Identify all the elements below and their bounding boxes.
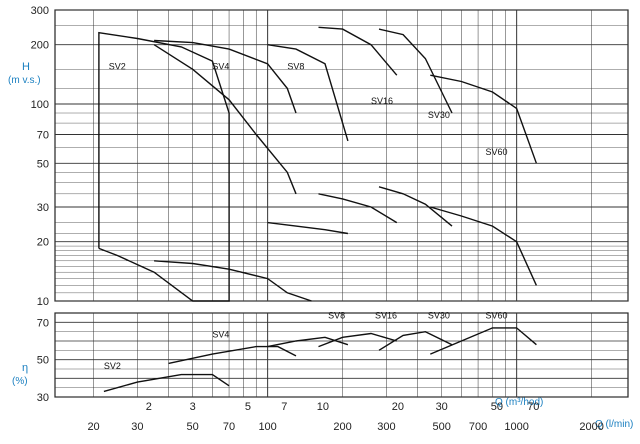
series-label-sv16: SV16 bbox=[371, 96, 393, 106]
top-panel-frame bbox=[54, 9, 629, 302]
eff-series-label-sv2: SV2 bbox=[104, 361, 121, 371]
x-tick-label-lmin: 500 bbox=[433, 421, 451, 433]
series-label-sv60: SV60 bbox=[486, 147, 508, 157]
x-tick-label-m3h: 7 bbox=[281, 401, 287, 413]
y-tick-label: 70 bbox=[37, 317, 49, 329]
curve-sv30 bbox=[378, 28, 453, 114]
eff-curve-sv2 bbox=[103, 373, 230, 393]
x-tick-label-lmin: 1000 bbox=[504, 421, 528, 433]
curve-sv4 bbox=[154, 39, 297, 114]
y-tick-label: 30 bbox=[37, 392, 49, 404]
eff-series-label-sv30: SV30 bbox=[428, 311, 450, 321]
y-tick-label: 300 bbox=[31, 5, 49, 17]
curve-sv8 bbox=[267, 221, 349, 235]
series-labels: SV2 SV4 SV8 SV16 SV30 SV60 SV2 SV4 SV8 SV16 SV30 SV… bbox=[104, 61, 508, 371]
x-tick-label-lmin: 2000 bbox=[579, 421, 603, 433]
y-axis-label-eta: η bbox=[22, 362, 28, 374]
x-tick-label-m3h: 30 bbox=[436, 401, 448, 413]
y-axis-unit-eta: (%) bbox=[12, 376, 28, 387]
eff-series-label-sv60: SV60 bbox=[486, 311, 508, 321]
eff-curve-sv8 bbox=[267, 336, 349, 348]
x-tick-label-m3h: 70 bbox=[527, 401, 539, 413]
x-axis-label-m3h: Q (m³/hod) bbox=[495, 397, 543, 408]
eff-curve-sv60 bbox=[430, 327, 537, 355]
curve-sv4 bbox=[154, 260, 312, 302]
series-label-sv4: SV4 bbox=[212, 61, 229, 71]
curve-sv16 bbox=[318, 26, 398, 76]
y-tick-label: 200 bbox=[31, 40, 49, 52]
eff-curve-sv16 bbox=[318, 332, 397, 348]
x-tick-label-lmin: 50 bbox=[187, 421, 199, 433]
curves bbox=[98, 26, 538, 393]
x-tick-label-lmin: 200 bbox=[333, 421, 351, 433]
x-tick-label-lmin: 20 bbox=[87, 421, 99, 433]
eff-series-label-sv16: SV16 bbox=[375, 311, 397, 321]
x-tick-label-m3h: 2 bbox=[146, 401, 152, 413]
x-tick-label-m3h: 20 bbox=[392, 401, 404, 413]
x-tick-label-lmin: 70 bbox=[223, 421, 235, 433]
y-tick-label: 30 bbox=[37, 202, 49, 214]
eff-series-label-sv4: SV4 bbox=[212, 329, 229, 339]
x-tick-label-m3h: 3 bbox=[190, 401, 196, 413]
x-tick-label-lmin: 700 bbox=[469, 421, 487, 433]
curve-sv60 bbox=[430, 74, 538, 164]
bottom-panel-frame bbox=[54, 312, 629, 398]
y-tick-label: 50 bbox=[37, 355, 49, 367]
curve-sv8 bbox=[267, 44, 349, 142]
curve-sv60 bbox=[430, 206, 538, 286]
y-tick-label: 50 bbox=[37, 158, 49, 170]
x-tick-label-lmin: 100 bbox=[258, 421, 276, 433]
y-tick-label: 70 bbox=[37, 130, 49, 142]
series-label-sv8: SV8 bbox=[287, 61, 304, 71]
curve-sv2 bbox=[98, 31, 230, 302]
eff-curve-sv4 bbox=[168, 345, 297, 365]
curve-sv30 bbox=[378, 186, 453, 227]
x-tick-label-m3h: 5 bbox=[245, 401, 251, 413]
y-tick-label: 20 bbox=[37, 237, 49, 249]
chart-grid bbox=[54, 9, 629, 398]
x-tick-label-lmin: 30 bbox=[131, 421, 143, 433]
y-tick-label: 100 bbox=[31, 99, 49, 111]
x-tick-label-lmin: 300 bbox=[377, 421, 395, 433]
eff-series-label-sv8: SV8 bbox=[328, 311, 345, 321]
x-axis-label-lmin: Q (l/min) bbox=[595, 419, 633, 430]
curve-sv16 bbox=[318, 193, 398, 224]
x-tick-label-m3h: 10 bbox=[317, 401, 329, 413]
y-tick-label: 10 bbox=[37, 296, 49, 308]
y-axis-label-h: H bbox=[22, 61, 30, 73]
eff-curve-sv30 bbox=[378, 330, 453, 351]
series-label-sv2: SV2 bbox=[109, 61, 126, 71]
y-axis-unit-h: (m v.s.) bbox=[8, 75, 41, 86]
curve-sv4 bbox=[153, 44, 297, 195]
x-tick-label-m3h: 50 bbox=[491, 401, 503, 413]
series-label-sv30: SV30 bbox=[428, 110, 450, 120]
